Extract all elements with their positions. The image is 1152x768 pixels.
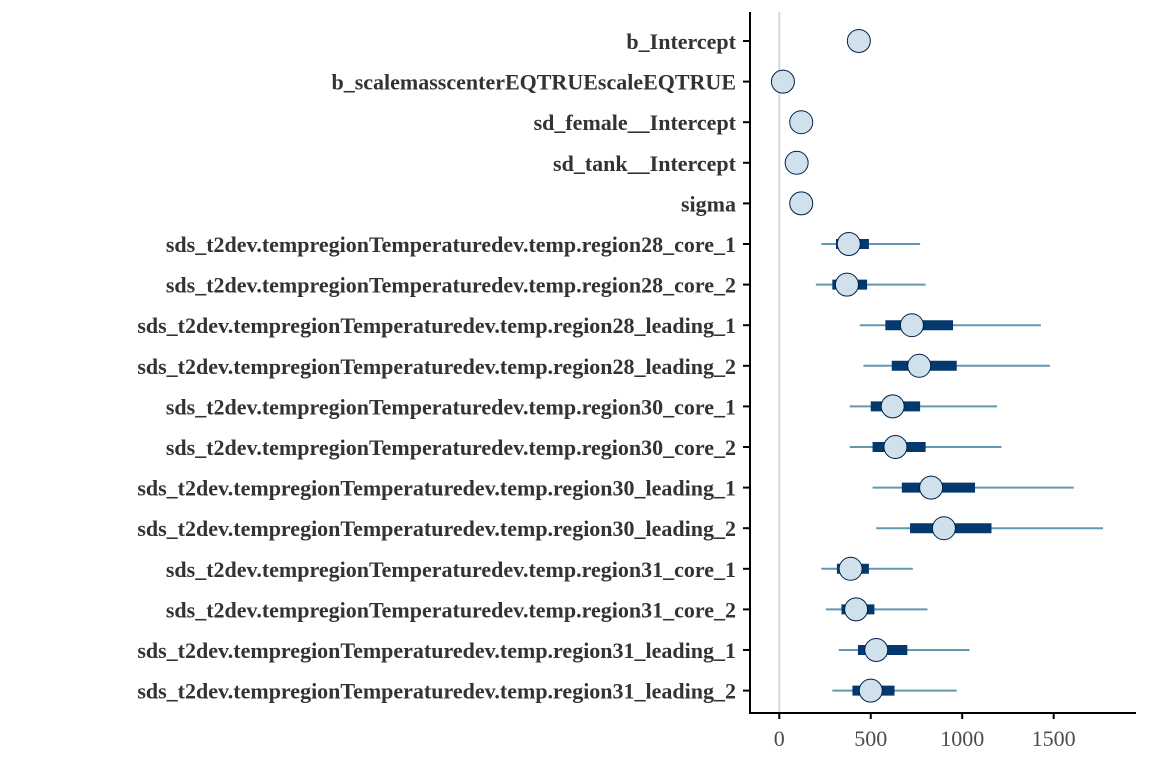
interval-marks [770,29,1104,703]
parameter-label: sds_t2dev.tempregionTemperaturedev.temp.… [137,679,736,704]
parameter-label: b_scalemasscenterEQTRUEscaleEQTRUE [331,70,736,95]
x-axis-ticks: 0 500 1000 1500 [774,713,1076,751]
parameter-label: b_Intercept [626,29,736,54]
x-tick-label: 500 [854,726,887,751]
parameter-label: sds_t2dev.tempregionTemperaturedev.temp.… [137,313,736,338]
median-point [846,29,871,53]
median-point [880,394,905,419]
parameter-labels: b_Intercept b_scalemasscenterEQTRUEscaleE… [137,29,750,704]
parameter-label: sds_t2dev.tempregionTemperaturedev.temp.… [166,435,736,460]
median-point [770,69,795,94]
median-point [844,597,869,622]
parameter-label: sd_female__Intercept [534,110,737,135]
parameter-label: sigma [681,191,736,216]
parameter-label: sds_t2dev.tempregionTemperaturedev.temp.… [166,232,736,257]
median-point [838,556,863,581]
median-point [899,313,924,338]
median-point [931,516,956,541]
parameter-label: sds_t2dev.tempregionTemperaturedev.temp.… [166,394,736,419]
median-point [784,150,809,175]
median-point [864,638,889,662]
parameter-label: sds_t2dev.tempregionTemperaturedev.temp.… [166,557,736,582]
median-point [789,110,814,135]
x-tick-label: 1000 [940,726,984,751]
median-point [789,191,814,216]
median-point [883,435,908,459]
axes-group [749,12,1136,714]
median-point [919,475,944,500]
x-tick-label: 0 [774,726,785,751]
parameter-label: sds_t2dev.tempregionTemperaturedev.temp.… [166,273,736,298]
median-point [858,678,883,703]
median-point [907,353,932,378]
parameter-label: sd_tank__Intercept [553,151,737,176]
parameter-label: sds_t2dev.tempregionTemperaturedev.temp.… [137,638,736,663]
median-point [836,232,861,256]
parameter-label: sds_t2dev.tempregionTemperaturedev.temp.… [166,597,736,622]
median-point [834,272,859,297]
parameter-label: sds_t2dev.tempregionTemperaturedev.temp.… [137,354,736,379]
parameter-label: sds_t2dev.tempregionTemperaturedev.temp.… [137,516,736,541]
parameter-label: sds_t2dev.tempregionTemperaturedev.temp.… [137,476,736,501]
x-tick-label: 1500 [1032,726,1076,751]
